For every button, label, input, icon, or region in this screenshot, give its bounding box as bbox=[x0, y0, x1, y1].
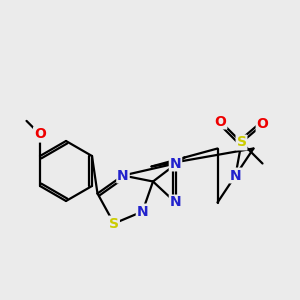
Text: O: O bbox=[34, 128, 46, 141]
Text: O: O bbox=[214, 115, 226, 128]
Text: N: N bbox=[117, 169, 129, 182]
Text: O: O bbox=[256, 118, 268, 131]
Text: S: S bbox=[236, 136, 247, 149]
Text: N: N bbox=[170, 157, 181, 170]
Text: O: O bbox=[34, 128, 46, 141]
Text: S: S bbox=[109, 217, 119, 230]
Text: N: N bbox=[170, 196, 181, 209]
Text: N: N bbox=[230, 169, 241, 182]
Text: N: N bbox=[137, 205, 148, 218]
